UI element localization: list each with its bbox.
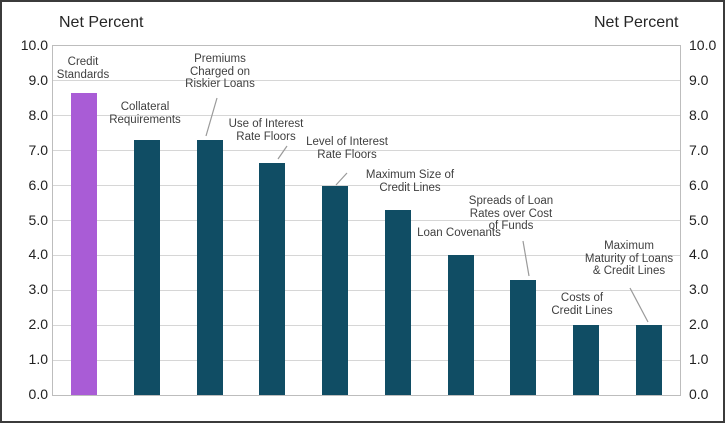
y-tick-label-right: 5.0: [689, 211, 709, 228]
y-tick-label-right: 0.0: [689, 386, 709, 402]
y-tick-label-left: 6.0: [28, 176, 48, 193]
y-tick-label-right: 1.0: [689, 351, 709, 368]
bar-label-maximum-maturity-of-loans-credit-lines: Maximum Maturity of Loans & Credit Lines: [584, 240, 674, 277]
bar-label-credit-standards: Credit Standards: [56, 56, 110, 81]
bar-label-spreads-of-loan-rates-over-cost-of-funds: Spreads of Loan Rates over Cost of Funds: [468, 195, 554, 232]
right-axis-title: Net Percent: [594, 14, 679, 31]
gridline: [53, 185, 680, 187]
y-tick-label-left: 2.0: [28, 316, 48, 333]
bar-use-of-interest-rate-floors: [259, 162, 286, 395]
gridline: [53, 150, 680, 152]
bar-label-use-of-interest-rate-floors: Use of Interest Rate Floors: [228, 118, 304, 143]
y-tick-label-right: 4.0: [689, 246, 709, 263]
y-tick-label-right: 9.0: [689, 71, 709, 88]
plot-area: [52, 45, 681, 396]
y-tick-label-left: 10.0: [20, 37, 48, 53]
y-tick-label-left: 4.0: [28, 246, 48, 263]
y-tick-label-right: 10.0: [689, 37, 717, 53]
bar-label-loan-covenants: Loan Covenants: [417, 227, 501, 239]
y-tick-label-right: 2.0: [689, 316, 709, 333]
y-tick-label-left: 8.0: [28, 106, 48, 123]
gridline: [53, 324, 680, 326]
y-tick-label-left: 9.0: [28, 71, 48, 88]
bar-maximum-maturity-of-loans-credit-lines: [635, 325, 662, 395]
y-tick-label-right: 3.0: [689, 281, 709, 298]
y-tick-label-left: 0.0: [28, 386, 48, 402]
y-tick-label-left: 5.0: [28, 211, 48, 228]
bar-label-level-of-interest-rate-floors: Level of Interest Rate Floors: [306, 136, 388, 161]
bar-label-premiums-charged-on-riskier-loans: Premiums Charged on Riskier Loans: [185, 53, 255, 90]
gridline: [53, 220, 680, 221]
gridline: [53, 359, 680, 361]
bar-credit-standards: [71, 93, 98, 395]
gridline: [53, 254, 680, 256]
bar-label-costs-of-credit-lines: Costs of Credit Lines: [551, 292, 613, 317]
gridline: [53, 80, 680, 82]
bar-loan-covenants: [447, 255, 474, 395]
gridline: [53, 115, 680, 117]
y-tick-label-right: 8.0: [689, 106, 709, 123]
y-tick-label-right: 7.0: [689, 141, 709, 158]
bar-label-collateral-requirements: Collateral Requirements: [109, 101, 181, 126]
bar-label-maximum-size-of-credit-lines: Maximum Size of Credit Lines: [365, 169, 455, 194]
bar-spreads-of-loan-rates-over-cost-of-funds: [510, 279, 537, 395]
bar-collateral-requirements: [134, 140, 161, 395]
bar-costs-of-credit-lines: [572, 325, 599, 395]
left-axis-title: Net Percent: [59, 14, 144, 31]
bar-premiums-charged-on-riskier-loans: [196, 140, 223, 395]
gridline: [53, 289, 680, 291]
y-tick-label-left: 3.0: [28, 281, 48, 298]
y-tick-label-right: 6.0: [689, 176, 709, 193]
bar-level-of-interest-rate-floors: [322, 185, 349, 395]
y-tick-label-left: 7.0: [28, 141, 48, 158]
bar-maximum-size-of-credit-lines: [384, 210, 411, 395]
y-tick-label-left: 1.0: [28, 351, 48, 368]
